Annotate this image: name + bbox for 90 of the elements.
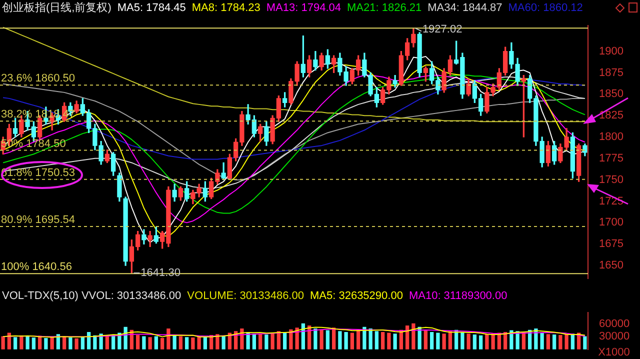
- bar: [136, 334, 140, 350]
- bar: [32, 338, 36, 350]
- bar: [393, 334, 397, 350]
- ref-line-label: 80.9% 1695.54: [1, 214, 76, 226]
- bar: [338, 331, 342, 350]
- bar: [552, 334, 556, 350]
- bar: [191, 338, 195, 350]
- text: MA34: 1844.87: [428, 1, 502, 16]
- text: MA8: 1784.23: [192, 1, 260, 16]
- text: MA5: 32635290.00: [310, 289, 403, 304]
- y-tick-label: 60000: [599, 318, 630, 330]
- chart-subtitle: VOLUME: 30133486.00: [187, 289, 304, 304]
- y-tick-label: 1800: [599, 131, 624, 144]
- bar: [368, 328, 372, 350]
- bar: [485, 334, 489, 350]
- bar: [13, 337, 18, 350]
- bar: [74, 338, 78, 350]
- bar: [380, 332, 385, 350]
- y-tick-label: 30000: [599, 330, 630, 343]
- bar: [326, 330, 330, 350]
- y-tick-label: 1875: [599, 66, 624, 79]
- y-tick-label: 1850: [599, 88, 624, 100]
- bar: [442, 334, 446, 350]
- bar: [558, 334, 562, 350]
- bar: [172, 335, 176, 350]
- bar: [93, 335, 97, 350]
- bar: [478, 335, 483, 350]
- ref-line-label: 23.6% 1860.50: [1, 72, 76, 85]
- bar: [178, 336, 183, 350]
- bar: [466, 334, 470, 350]
- bar: [216, 334, 220, 350]
- bar: [418, 326, 422, 350]
- bar: [105, 336, 110, 350]
- bar: [362, 326, 366, 350]
- bar: [387, 332, 391, 350]
- bar: [295, 328, 299, 350]
- bar: [430, 332, 434, 350]
- bar: [142, 336, 146, 350]
- bar: [314, 328, 318, 350]
- bar: [374, 331, 379, 350]
- bar: [160, 338, 164, 350]
- bar: [124, 326, 128, 350]
- y-tick-label: 1700: [599, 216, 624, 229]
- bar: [20, 335, 24, 350]
- bar: [166, 328, 170, 350]
- bar: [197, 336, 201, 350]
- text: MA13: 1794.04: [266, 1, 342, 16]
- bar: [240, 328, 244, 350]
- y-tick-label: 1825: [599, 110, 624, 122]
- bar: [258, 334, 262, 350]
- text: MA21: 1826.21: [347, 1, 422, 16]
- bar: [148, 337, 152, 350]
- bar: [546, 334, 550, 350]
- bar: [472, 334, 477, 350]
- chart-title: 创业板指(日线,前复权): [2, 1, 112, 16]
- bar: [26, 336, 30, 350]
- text: MA10: 31189300.00: [408, 289, 508, 304]
- bar: [564, 334, 568, 350]
- bar: [436, 332, 440, 350]
- text: MA5: 1784.45: [117, 1, 186, 16]
- y-tick-label: 1775: [599, 152, 624, 164]
- bar: [491, 334, 495, 350]
- bar: [583, 336, 587, 350]
- bar: [424, 330, 428, 350]
- y-tick-label: 1675: [599, 238, 624, 250]
- bar: [320, 330, 324, 350]
- y-tick-label: 1750: [599, 174, 624, 186]
- bar: [222, 336, 226, 350]
- bar: [68, 338, 72, 350]
- bar: [264, 334, 268, 350]
- bar: [344, 332, 348, 350]
- bar: [412, 323, 416, 350]
- y-tick-label: 1900: [599, 45, 624, 58]
- y-tick-label: 1650: [599, 260, 624, 272]
- ref-line-label: 100% 1640.56: [1, 261, 72, 274]
- bar: [99, 334, 103, 350]
- chart-title: VOL-TDX(5,10) VVOL: 30133486.00: [2, 289, 182, 304]
- text: X1000: [598, 346, 630, 359]
- bar: [184, 337, 189, 350]
- text: MA60: 1860.12: [508, 1, 583, 16]
- bar: [289, 329, 293, 350]
- bar: [44, 338, 48, 350]
- bar: [154, 336, 158, 350]
- bar: [460, 332, 464, 350]
- bar: [540, 332, 544, 350]
- bar: [510, 330, 514, 350]
- bar: [50, 337, 54, 350]
- bar: [1, 336, 5, 350]
- bar: [350, 332, 354, 350]
- bar: [270, 332, 274, 350]
